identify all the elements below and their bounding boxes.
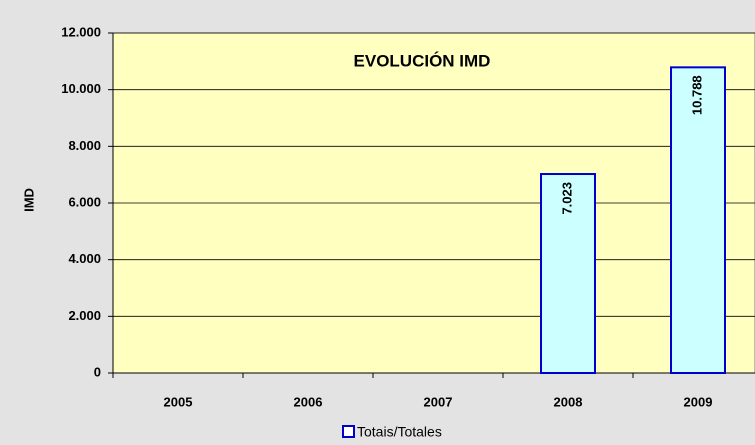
y-tick-label: 12.000 [61, 24, 101, 39]
x-tick-label: 2007 [424, 394, 453, 409]
bar [670, 66, 726, 374]
y-tick-label: 8.000 [68, 138, 101, 153]
data-label: 7.023 [559, 182, 574, 215]
x-tick-label: 2008 [554, 394, 583, 409]
y-axis-label: IMD [21, 188, 36, 212]
y-tick-label: 4.000 [68, 251, 101, 266]
y-tick-label: 6.000 [68, 194, 101, 209]
y-tick-label: 0 [94, 364, 101, 379]
data-label: 10.788 [689, 75, 704, 115]
x-tick-label: 2005 [164, 394, 193, 409]
y-tick-label: 2.000 [68, 308, 101, 323]
chart-title: EVOLUCIÓN IMD [354, 51, 491, 70]
x-tick-label: 2009 [684, 394, 713, 409]
bar [540, 173, 596, 374]
legend-label: Totais/Totales [357, 424, 442, 440]
y-tick-label: 10.000 [61, 81, 101, 96]
x-tick-label: 2006 [294, 394, 323, 409]
legend-swatch [342, 425, 355, 438]
